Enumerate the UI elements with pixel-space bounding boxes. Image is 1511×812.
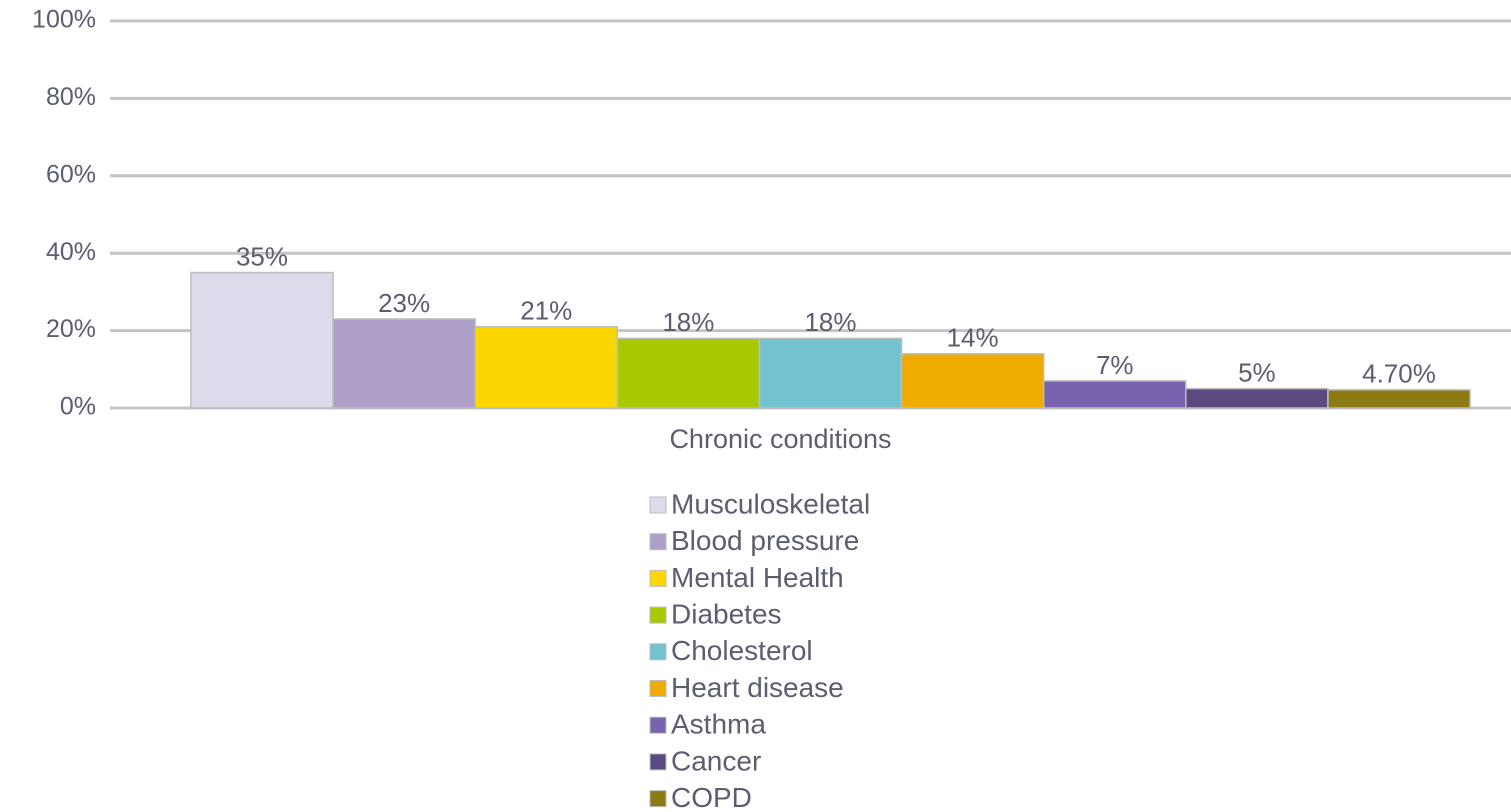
legend-label: Cholesterol (671, 635, 813, 666)
bar (332, 318, 476, 409)
y-tick-label: 40% (46, 238, 96, 266)
legend-swatch (649, 643, 667, 661)
legend-label: Mental Health (671, 562, 844, 593)
legend-swatch (649, 496, 667, 514)
legend-swatch (649, 716, 667, 734)
y-tick-label: 100% (32, 6, 96, 34)
y-tick-label: 0% (60, 393, 96, 421)
y-tick-label: 80% (46, 83, 96, 111)
bar (900, 353, 1045, 409)
legend-swatch (649, 569, 667, 587)
legend-label: Cancer (671, 745, 761, 776)
data-label: 5% (1238, 358, 1276, 388)
legend-swatch (649, 753, 667, 771)
y-tick-label: 60% (46, 160, 96, 188)
bar (1327, 389, 1471, 409)
x-tick-label: Chronic conditions (669, 424, 891, 454)
bar (616, 337, 761, 409)
data-label: 18% (662, 307, 714, 337)
bar (1042, 380, 1187, 409)
legend-label: Diabetes (671, 598, 782, 629)
data-label: 23% (378, 288, 430, 318)
legend-swatch (649, 680, 667, 697)
bar (758, 337, 903, 409)
bar (474, 325, 619, 409)
data-label: 14% (947, 323, 999, 353)
data-label: 18% (804, 307, 856, 337)
legend-swatch (649, 606, 667, 624)
legend-label: Heart disease (671, 672, 844, 703)
y-tick-label: 20% (46, 315, 96, 343)
bar (1185, 387, 1329, 409)
legend-swatch (649, 790, 667, 808)
legend-label: Musculoskeletal (671, 488, 870, 519)
data-label: 7% (1096, 350, 1134, 380)
data-label: 4.70% (1362, 359, 1436, 389)
legend-label: COPD (671, 782, 752, 812)
bar (190, 271, 334, 409)
legend-label: Blood pressure (671, 525, 859, 556)
data-label: 21% (520, 296, 572, 326)
data-label: 35% (236, 241, 288, 271)
legend-label: Asthma (671, 709, 766, 740)
legend-swatch (649, 533, 667, 551)
